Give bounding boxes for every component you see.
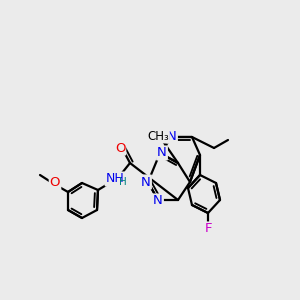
Text: N: N — [157, 146, 167, 160]
Text: N: N — [167, 130, 177, 142]
Text: CH₃: CH₃ — [147, 130, 169, 142]
Text: F: F — [204, 223, 212, 236]
Text: NH: NH — [106, 172, 124, 185]
Text: O: O — [115, 142, 125, 154]
Text: N: N — [141, 176, 151, 188]
Text: N: N — [153, 194, 163, 208]
Text: O: O — [50, 176, 60, 190]
Text: H: H — [119, 177, 127, 187]
